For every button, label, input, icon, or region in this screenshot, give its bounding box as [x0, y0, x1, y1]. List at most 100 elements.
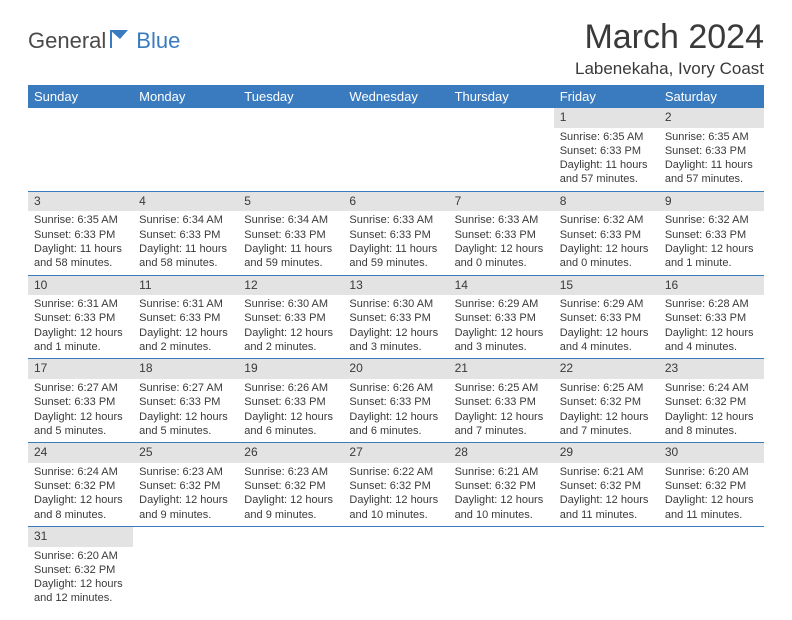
day-details: Sunrise: 6:30 AMSunset: 6:33 PMDaylight:… [343, 295, 448, 358]
calendar-cell: 2Sunrise: 6:35 AMSunset: 6:33 PMDaylight… [659, 108, 764, 191]
sunrise-line: Sunrise: 6:21 AM [560, 465, 653, 479]
day-details: Sunrise: 6:25 AMSunset: 6:32 PMDaylight:… [554, 379, 659, 442]
day-details: Sunrise: 6:35 AMSunset: 6:33 PMDaylight:… [659, 128, 764, 191]
day-number: 3 [28, 192, 133, 212]
sunset-line: Sunset: 6:33 PM [665, 311, 758, 325]
sunrise-line: Sunrise: 6:21 AM [455, 465, 548, 479]
daylight-line: Daylight: 12 hours and 3 minutes. [455, 326, 548, 355]
day-number: 26 [238, 443, 343, 463]
page-container: General Blue March 2024 Labenekaha, Ivor… [0, 0, 792, 620]
daylight-line: Daylight: 12 hours and 2 minutes. [244, 326, 337, 355]
day-number: 15 [554, 276, 659, 296]
calendar-cell: 10Sunrise: 6:31 AMSunset: 6:33 PMDayligh… [28, 275, 133, 359]
day-details: Sunrise: 6:25 AMSunset: 6:33 PMDaylight:… [449, 379, 554, 442]
day-number: 7 [449, 192, 554, 212]
day-number: 30 [659, 443, 764, 463]
calendar-cell: 20Sunrise: 6:26 AMSunset: 6:33 PMDayligh… [343, 359, 448, 443]
daylight-line: Daylight: 12 hours and 7 minutes. [560, 410, 653, 439]
title-block: March 2024 Labenekaha, Ivory Coast [575, 18, 764, 79]
calendar-cell [28, 108, 133, 191]
daylight-line: Daylight: 12 hours and 9 minutes. [244, 493, 337, 522]
daylight-line: Daylight: 12 hours and 4 minutes. [665, 326, 758, 355]
day-details: Sunrise: 6:21 AMSunset: 6:32 PMDaylight:… [554, 463, 659, 526]
sunrise-line: Sunrise: 6:33 AM [349, 213, 442, 227]
day-details: Sunrise: 6:27 AMSunset: 6:33 PMDaylight:… [133, 379, 238, 442]
day-number: 31 [28, 527, 133, 547]
day-details: Sunrise: 6:27 AMSunset: 6:33 PMDaylight:… [28, 379, 133, 442]
daylight-line: Daylight: 12 hours and 11 minutes. [665, 493, 758, 522]
sunrise-line: Sunrise: 6:30 AM [244, 297, 337, 311]
daylight-line: Daylight: 12 hours and 1 minute. [34, 326, 127, 355]
calendar-cell [659, 526, 764, 609]
sunset-line: Sunset: 6:33 PM [455, 395, 548, 409]
sunset-line: Sunset: 6:33 PM [244, 395, 337, 409]
calendar-cell [554, 526, 659, 609]
calendar-header-cell: Tuesday [238, 85, 343, 108]
day-number: 24 [28, 443, 133, 463]
sunrise-line: Sunrise: 6:23 AM [244, 465, 337, 479]
daylight-line: Daylight: 12 hours and 0 minutes. [560, 242, 653, 271]
sunrise-line: Sunrise: 6:29 AM [560, 297, 653, 311]
calendar-cell [343, 108, 448, 191]
day-number: 25 [133, 443, 238, 463]
page-title: March 2024 [575, 18, 764, 57]
sunrise-line: Sunrise: 6:26 AM [244, 381, 337, 395]
daylight-line: Daylight: 12 hours and 6 minutes. [349, 410, 442, 439]
sunset-line: Sunset: 6:33 PM [455, 228, 548, 242]
day-details: Sunrise: 6:35 AMSunset: 6:33 PMDaylight:… [28, 211, 133, 274]
day-details: Sunrise: 6:29 AMSunset: 6:33 PMDaylight:… [554, 295, 659, 358]
sunset-line: Sunset: 6:32 PM [349, 479, 442, 493]
calendar-cell: 8Sunrise: 6:32 AMSunset: 6:33 PMDaylight… [554, 191, 659, 275]
daylight-line: Daylight: 12 hours and 8 minutes. [34, 493, 127, 522]
day-details: Sunrise: 6:23 AMSunset: 6:32 PMDaylight:… [133, 463, 238, 526]
daylight-line: Daylight: 12 hours and 2 minutes. [139, 326, 232, 355]
day-details: Sunrise: 6:35 AMSunset: 6:33 PMDaylight:… [554, 128, 659, 191]
sunrise-line: Sunrise: 6:24 AM [34, 465, 127, 479]
calendar-header-cell: Monday [133, 85, 238, 108]
calendar-cell: 11Sunrise: 6:31 AMSunset: 6:33 PMDayligh… [133, 275, 238, 359]
day-number: 17 [28, 359, 133, 379]
sunrise-line: Sunrise: 6:35 AM [34, 213, 127, 227]
sunrise-line: Sunrise: 6:32 AM [665, 213, 758, 227]
sunrise-line: Sunrise: 6:27 AM [139, 381, 232, 395]
calendar-cell: 14Sunrise: 6:29 AMSunset: 6:33 PMDayligh… [449, 275, 554, 359]
day-details: Sunrise: 6:33 AMSunset: 6:33 PMDaylight:… [343, 211, 448, 274]
sunset-line: Sunset: 6:32 PM [34, 479, 127, 493]
calendar-cell [449, 526, 554, 609]
sunset-line: Sunset: 6:33 PM [139, 228, 232, 242]
sunset-line: Sunset: 6:33 PM [349, 228, 442, 242]
daylight-line: Daylight: 11 hours and 57 minutes. [665, 158, 758, 187]
day-number: 21 [449, 359, 554, 379]
daylight-line: Daylight: 12 hours and 0 minutes. [455, 242, 548, 271]
day-details: Sunrise: 6:26 AMSunset: 6:33 PMDaylight:… [343, 379, 448, 442]
daylight-line: Daylight: 12 hours and 10 minutes. [349, 493, 442, 522]
calendar-cell [133, 108, 238, 191]
daylight-line: Daylight: 12 hours and 11 minutes. [560, 493, 653, 522]
sunset-line: Sunset: 6:32 PM [139, 479, 232, 493]
sunrise-line: Sunrise: 6:26 AM [349, 381, 442, 395]
daylight-line: Daylight: 11 hours and 59 minutes. [349, 242, 442, 271]
day-details: Sunrise: 6:34 AMSunset: 6:33 PMDaylight:… [133, 211, 238, 274]
calendar-cell [343, 526, 448, 609]
flag-icon [110, 28, 132, 54]
calendar-header-cell: Thursday [449, 85, 554, 108]
day-number: 18 [133, 359, 238, 379]
day-number: 14 [449, 276, 554, 296]
sunrise-line: Sunrise: 6:32 AM [560, 213, 653, 227]
calendar-table: SundayMondayTuesdayWednesdayThursdayFrid… [28, 85, 764, 610]
sunrise-line: Sunrise: 6:31 AM [34, 297, 127, 311]
day-details: Sunrise: 6:28 AMSunset: 6:33 PMDaylight:… [659, 295, 764, 358]
sunrise-line: Sunrise: 6:30 AM [349, 297, 442, 311]
calendar-cell: 16Sunrise: 6:28 AMSunset: 6:33 PMDayligh… [659, 275, 764, 359]
daylight-line: Daylight: 11 hours and 57 minutes. [560, 158, 653, 187]
sunrise-line: Sunrise: 6:35 AM [665, 130, 758, 144]
day-details: Sunrise: 6:29 AMSunset: 6:33 PMDaylight:… [449, 295, 554, 358]
daylight-line: Daylight: 12 hours and 3 minutes. [349, 326, 442, 355]
day-details: Sunrise: 6:21 AMSunset: 6:32 PMDaylight:… [449, 463, 554, 526]
sunset-line: Sunset: 6:32 PM [455, 479, 548, 493]
daylight-line: Daylight: 11 hours and 59 minutes. [244, 242, 337, 271]
sunset-line: Sunset: 6:32 PM [665, 395, 758, 409]
daylight-line: Daylight: 12 hours and 4 minutes. [560, 326, 653, 355]
calendar-row: 17Sunrise: 6:27 AMSunset: 6:33 PMDayligh… [28, 359, 764, 443]
calendar-cell: 12Sunrise: 6:30 AMSunset: 6:33 PMDayligh… [238, 275, 343, 359]
